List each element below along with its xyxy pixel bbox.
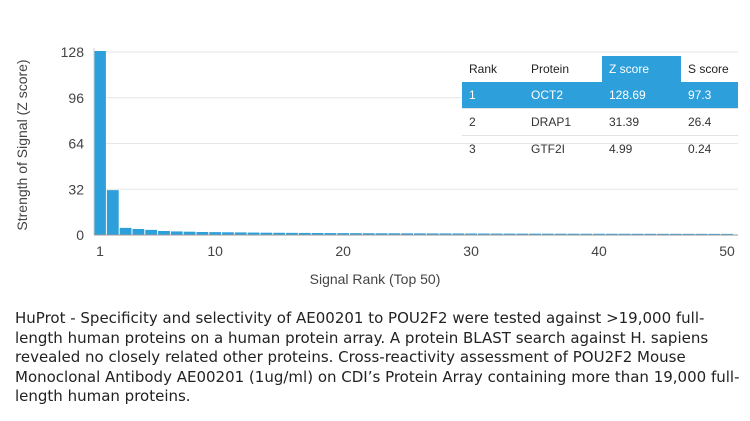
bar-rank-44	[644, 233, 657, 235]
y-tick-label: 96	[68, 90, 84, 106]
bar-rank-8	[183, 231, 196, 235]
x-tick-label: 40	[591, 243, 607, 259]
bar-rank-43	[631, 233, 644, 235]
x-tick-labels: 1 10 20 30 40 50	[96, 243, 735, 259]
cell-z-score: 31.39	[602, 108, 681, 136]
x-tick-label: 1	[96, 243, 104, 259]
bar-rank-9	[196, 231, 209, 235]
bar-rank-39	[580, 233, 593, 235]
cell-z-score: 128.69	[602, 82, 681, 109]
x-tick-label: 20	[335, 243, 351, 259]
bar-rank-21	[350, 233, 362, 235]
bar-rank-15	[273, 232, 286, 235]
cell-protein: OCT2	[524, 82, 602, 109]
bar-rank-1	[94, 51, 106, 235]
y-tick-label: 128	[61, 44, 85, 60]
bar-rank-29	[452, 233, 465, 235]
bar-rank-36	[541, 233, 554, 235]
bar-rank-25	[401, 233, 413, 235]
bar-rank-45	[657, 233, 669, 235]
y-axis-title: Strength of Signal (Z score)	[14, 59, 30, 230]
bar-rank-11	[222, 232, 234, 235]
bar-rank-7	[170, 231, 183, 235]
bar-rank-35	[529, 233, 541, 235]
cell-z-score: 4.99	[602, 135, 681, 162]
x-tick-label: 30	[463, 243, 479, 259]
bar-rank-49	[708, 233, 721, 235]
table-row: 1 OCT2 128.69 97.3	[462, 82, 738, 109]
axes	[93, 48, 738, 236]
y-tick-label: 0	[76, 227, 84, 243]
y-tick-label: 64	[68, 136, 84, 152]
bar-rank-34	[516, 233, 529, 235]
table-header-row: Rank Protein Z score S score	[462, 56, 738, 82]
col-header-rank: Rank	[469, 62, 498, 76]
table-row: 3 GTF2I 4.99 0.24	[462, 135, 738, 162]
bar-rank-47	[682, 233, 695, 235]
bar-rank-50	[721, 233, 733, 235]
bar-rank-3	[119, 227, 132, 235]
bar-rank-40	[593, 233, 605, 235]
bar-rank-2	[106, 190, 119, 235]
bar-rank-14	[260, 232, 273, 235]
bar-rank-12	[234, 232, 247, 235]
bar-rank-26	[414, 233, 426, 235]
cell-rank: 1	[462, 82, 524, 109]
bar-rank-32	[490, 233, 503, 235]
bar-rank-17	[298, 232, 311, 235]
bar-rank-4	[132, 228, 145, 235]
bar-rank-22	[362, 233, 375, 235]
bar-rank-38	[567, 233, 580, 235]
bar-rank-16	[286, 232, 298, 235]
bar-rank-10	[209, 232, 222, 235]
bar-rank-46	[669, 233, 682, 235]
bar-rank-31	[477, 233, 490, 235]
x-tick-label: 50	[719, 243, 735, 259]
bar-rank-30	[465, 233, 477, 235]
x-axis-title: Signal Rank (Top 50)	[310, 271, 441, 287]
figure-caption: HuProt - Specificity and selectivity of …	[15, 309, 740, 405]
y-tick-label: 32	[68, 181, 84, 197]
cell-rank: 3	[462, 135, 524, 162]
bar-rank-41	[605, 233, 618, 235]
bar-rank-28	[439, 233, 452, 235]
z-score-bar-chart: 0 32 64 96 128 1 10 20 30 40 50 Signal Rank (Top …	[14, 44, 738, 287]
bar-rank-6	[158, 230, 170, 235]
col-header-protein: Protein	[531, 62, 570, 76]
x-tick-label: 10	[207, 243, 223, 259]
cell-rank: 2	[462, 108, 524, 136]
cell-s-score: 97.3	[681, 82, 738, 109]
bar-rank-33	[503, 233, 516, 235]
cell-protein: DRAP1	[524, 108, 602, 136]
bar-rank-5	[145, 229, 158, 235]
bar-series	[94, 51, 733, 235]
bar-rank-27	[426, 233, 439, 235]
bar-rank-42	[618, 233, 631, 235]
bar-rank-37	[554, 233, 567, 235]
bar-rank-48	[695, 233, 708, 235]
col-header-s-score: S score	[688, 62, 729, 76]
cell-s-score: 0.24	[681, 135, 738, 162]
cell-protein: GTF2I	[524, 135, 602, 162]
col-header-z-score: Z score	[602, 56, 681, 82]
top-ranked-proteins-table: Rank Protein Z score S score 1 OCT2 128.…	[462, 56, 738, 162]
bar-rank-23	[375, 233, 388, 235]
bar-rank-19	[324, 233, 337, 235]
bar-rank-13	[247, 232, 260, 235]
bar-rank-24	[388, 233, 401, 235]
cell-s-score: 26.4	[681, 108, 738, 136]
bar-rank-18	[311, 232, 324, 235]
y-tick-labels: 0 32 64 96 128	[61, 44, 85, 243]
table-row: 2 DRAP1 31.39 26.4	[462, 108, 738, 136]
bar-rank-20	[337, 233, 350, 235]
